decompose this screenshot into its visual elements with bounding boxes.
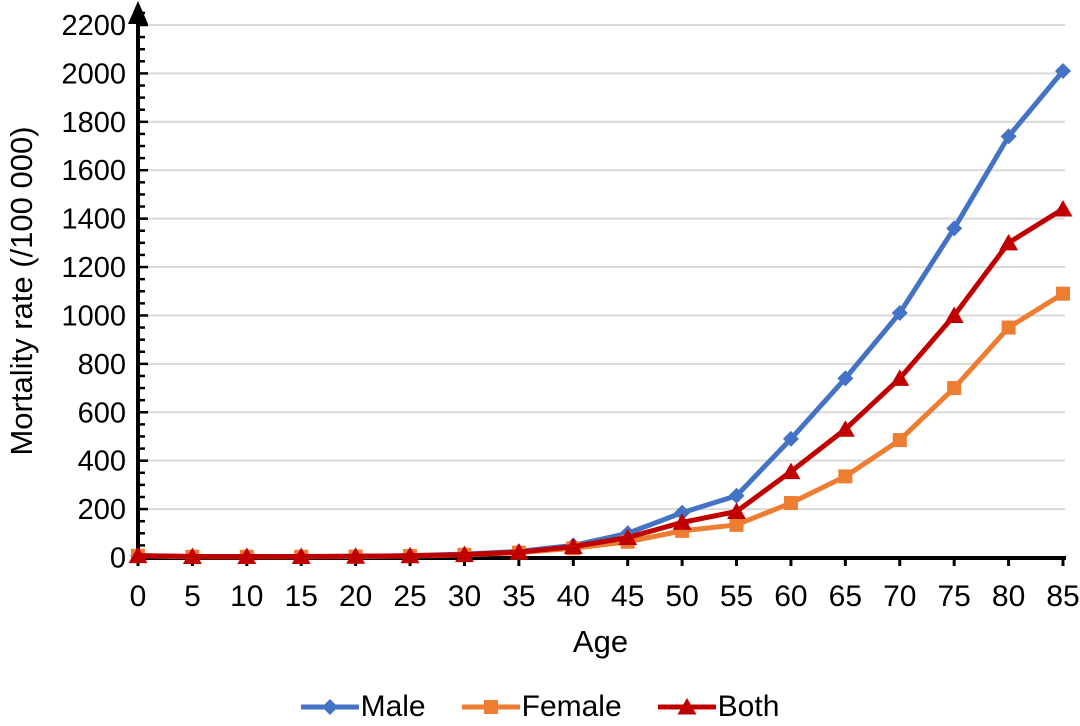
svg-text:1200: 1200 xyxy=(61,252,126,284)
svg-text:35: 35 xyxy=(502,580,535,613)
svg-text:1800: 1800 xyxy=(61,107,126,139)
legend-sample-female-icon xyxy=(461,700,520,714)
legend-label-both: Both xyxy=(717,690,780,723)
legend-sample-both-icon xyxy=(657,698,716,715)
svg-text:200: 200 xyxy=(78,494,126,526)
svg-text:65: 65 xyxy=(829,580,862,613)
legend-sample-male-icon xyxy=(300,699,359,715)
svg-text:1400: 1400 xyxy=(61,204,126,236)
svg-text:30: 30 xyxy=(448,580,481,613)
svg-text:5: 5 xyxy=(184,580,201,613)
svg-text:400: 400 xyxy=(78,446,126,478)
legend-item-male: Male xyxy=(300,690,426,723)
svg-text:20: 20 xyxy=(339,580,372,613)
legend-label-male: Male xyxy=(360,690,426,723)
svg-text:0: 0 xyxy=(130,580,147,613)
svg-text:800: 800 xyxy=(78,349,126,381)
svg-text:600: 600 xyxy=(78,397,126,429)
svg-text:50: 50 xyxy=(665,580,698,613)
legend-item-both: Both xyxy=(657,690,780,723)
svg-text:2000: 2000 xyxy=(61,58,126,90)
chart-legend: Male Female Both xyxy=(0,692,1080,722)
svg-text:Mortality rate (/100 000): Mortality rate (/100 000) xyxy=(4,126,39,455)
legend-item-female: Female xyxy=(461,690,622,723)
svg-text:80: 80 xyxy=(992,580,1025,613)
svg-text:40: 40 xyxy=(557,580,590,613)
svg-text:0: 0 xyxy=(110,543,126,575)
svg-text:75: 75 xyxy=(937,580,970,613)
svg-text:85: 85 xyxy=(1046,580,1079,613)
svg-text:15: 15 xyxy=(285,580,318,613)
legend-label-female: Female xyxy=(521,690,622,723)
svg-text:2200: 2200 xyxy=(61,10,126,42)
svg-text:60: 60 xyxy=(774,580,807,613)
svg-text:Age: Age xyxy=(573,624,628,659)
svg-text:55: 55 xyxy=(720,580,753,613)
svg-text:25: 25 xyxy=(393,580,426,613)
svg-text:1000: 1000 xyxy=(61,300,126,332)
svg-text:1600: 1600 xyxy=(61,155,126,187)
svg-text:70: 70 xyxy=(883,580,916,613)
svg-text:45: 45 xyxy=(611,580,644,613)
svg-text:10: 10 xyxy=(230,580,263,613)
